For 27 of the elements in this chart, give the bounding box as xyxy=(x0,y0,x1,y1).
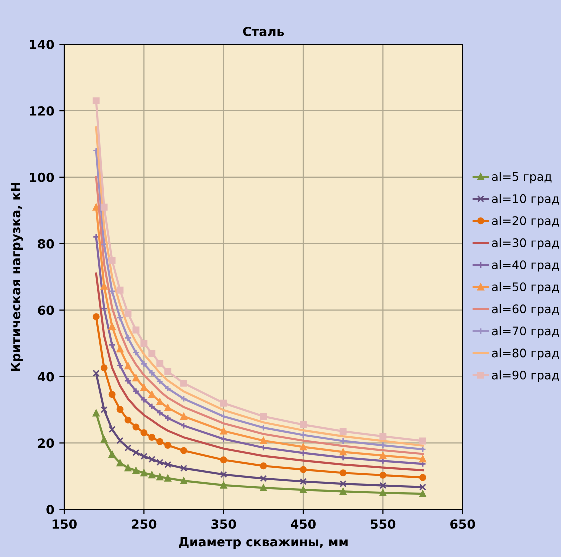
legend-label: al=60 град xyxy=(492,304,560,316)
legend-label: al=5 град xyxy=(492,172,552,184)
x-tick-label: 650 xyxy=(450,520,476,530)
chart-title: Сталь xyxy=(243,26,284,36)
legend-label: al=30 град xyxy=(492,238,560,250)
y-tick-label: 60 xyxy=(38,306,54,316)
x-tick-label: 150 xyxy=(52,520,77,530)
y-tick-label: 20 xyxy=(38,438,54,448)
y-tick-label: 100 xyxy=(30,172,54,182)
legend-label: al=50 град xyxy=(492,282,560,294)
y-tick-label: 0 xyxy=(46,505,54,515)
x-tick-label: 550 xyxy=(371,520,396,530)
y-tick-label: 40 xyxy=(38,372,54,382)
x-tick-label: 450 xyxy=(291,520,316,530)
y-axis-title: Критическая нагрузка, кН xyxy=(11,182,24,372)
x-tick-label: 350 xyxy=(212,520,236,530)
y-tick-label: 80 xyxy=(38,239,54,249)
x-tick-label: 250 xyxy=(132,520,157,530)
legend-label: al=10 град xyxy=(492,194,560,206)
x-axis-title: Диаметр скважины, мм xyxy=(179,537,348,550)
legend-label: al=90 град xyxy=(492,370,560,382)
legend-label: al=70 град xyxy=(492,326,560,338)
y-tick-label: 120 xyxy=(30,106,54,116)
y-tick-label: 140 xyxy=(30,40,54,50)
legend-label: al=20 град xyxy=(492,216,560,228)
legend-label: al=40 град xyxy=(492,260,560,272)
legend-label: al=80 град xyxy=(492,348,560,360)
